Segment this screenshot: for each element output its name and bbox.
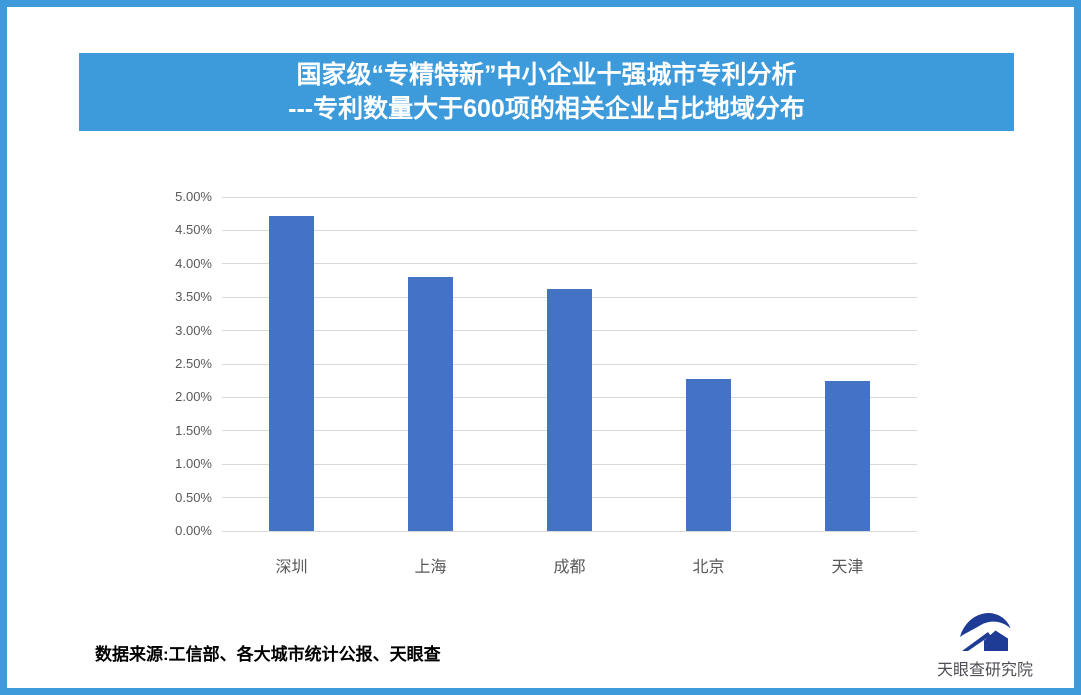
y-axis-tick-label: 4.50% bbox=[175, 222, 212, 238]
x-axis-category-label: 天津 bbox=[831, 559, 864, 576]
x-axis-category-label: 北京 bbox=[692, 559, 725, 576]
bar-成都 bbox=[547, 289, 592, 531]
y-axis-tick-label: 5.00% bbox=[175, 189, 212, 204]
brand-name: 天眼查研究院 bbox=[937, 662, 1034, 679]
y-axis-tick-label: 3.00% bbox=[175, 322, 212, 338]
x-axis-category-label: 成都 bbox=[553, 559, 586, 576]
tianyancha-logo-icon bbox=[959, 613, 1010, 651]
chart-title-line1: 国家级“专精特新”中小企业十强城市专利分析 bbox=[296, 61, 797, 89]
gridline bbox=[222, 263, 917, 265]
data-source-note: 数据来源:工信部、各大城市统计公报、天眼查 bbox=[95, 645, 441, 664]
plot-area: 0.00% 0.50% 1.00% 1.50% 2.00% 2.50% 3.00% 3.50%… bbox=[175, 189, 917, 576]
bar-上海 bbox=[408, 276, 453, 531]
bar-天津 bbox=[825, 381, 870, 531]
chart-title-banner: 国家级“专精特新”中小企业十强城市专利分析 ---专利数量大于600项的相关企业… bbox=[79, 53, 1014, 131]
y-axis-tick-label: 0.50% bbox=[175, 489, 212, 505]
bar-北京 bbox=[686, 379, 731, 531]
brand-block: 天眼查研究院 bbox=[937, 608, 1034, 680]
x-axis-category-label: 深圳 bbox=[275, 559, 308, 576]
y-axis-tick-label: 4.00% bbox=[175, 255, 212, 271]
x-axis-category-label: 上海 bbox=[414, 559, 447, 576]
y-axis-tick-label: 2.00% bbox=[175, 389, 212, 405]
chart-title-line2: ---专利数量大于600项的相关企业占比地域分布 bbox=[288, 95, 805, 123]
gridline bbox=[222, 229, 917, 231]
y-axis-tick-label: 1.00% bbox=[175, 456, 212, 472]
gridline bbox=[222, 196, 917, 198]
bar-深圳 bbox=[269, 215, 314, 531]
gridline bbox=[222, 530, 917, 532]
y-axis-tick-label: 3.50% bbox=[175, 289, 212, 305]
y-axis-tick-label: 2.50% bbox=[175, 356, 212, 371]
y-axis-tick-label: 1.50% bbox=[175, 422, 212, 438]
y-axis-tick-label: 0.00% bbox=[175, 523, 212, 538]
